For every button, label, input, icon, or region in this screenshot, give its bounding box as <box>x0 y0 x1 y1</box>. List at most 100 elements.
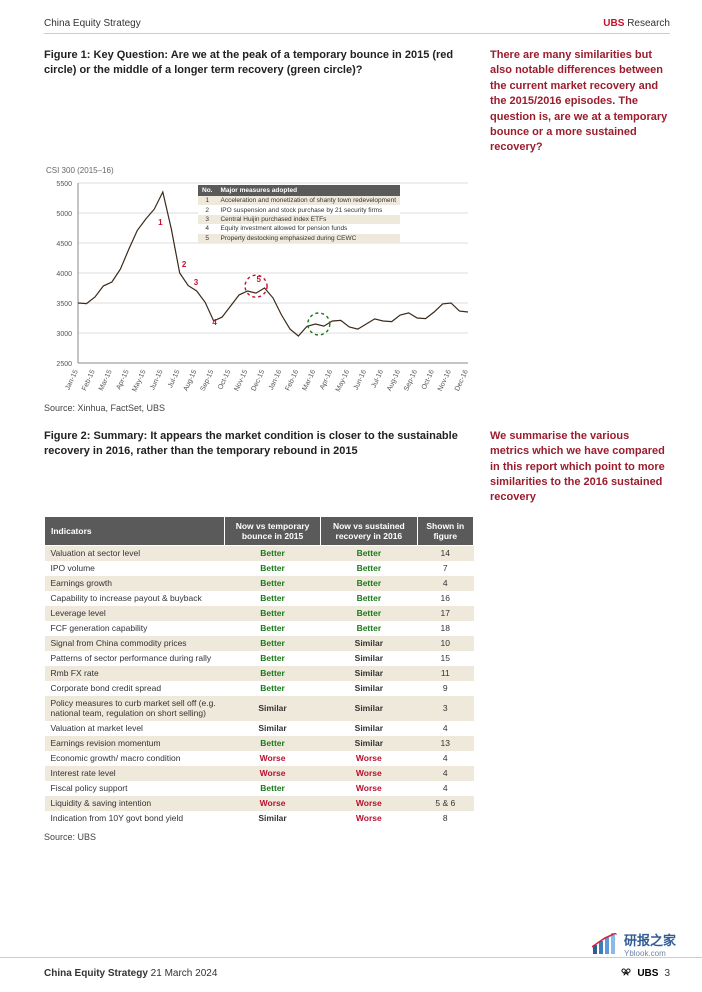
table-row: Indication from 10Y govt bond yieldSimil… <box>45 811 474 826</box>
watermark-icon <box>592 933 618 955</box>
footer-left-bold: China Equity Strategy <box>44 968 148 979</box>
table-header: Now vs temporary bounce in 2015 <box>225 516 321 545</box>
cmp-2016-cell: Better <box>321 621 417 636</box>
table-row: Signal from China commodity pricesBetter… <box>45 636 474 651</box>
ubs-keys-icon <box>619 966 633 980</box>
header-right: UBS Research <box>603 18 670 29</box>
figure-ref-cell: 15 <box>417 651 473 666</box>
figure1-title: Figure 1: Key Question: Are we at the pe… <box>44 48 474 156</box>
svg-text:5000: 5000 <box>56 211 72 218</box>
table-row: Corporate bond credit spreadBetterSimila… <box>45 681 474 696</box>
indicator-cell: Valuation at sector level <box>45 545 225 561</box>
indicator-cell: Capability to increase payout & buyback <box>45 591 225 606</box>
figure1-measures-table: No.Major measures adopted1Acceleration a… <box>198 185 400 243</box>
figure-ref-cell: 3 <box>417 696 473 721</box>
table-row: Leverage levelBetterBetter17 <box>45 606 474 621</box>
figure-ref-cell: 5 & 6 <box>417 796 473 811</box>
svg-text:Jun-15: Jun-15 <box>149 369 164 391</box>
svg-text:1: 1 <box>158 218 163 227</box>
figure-ref-cell: 14 <box>417 545 473 561</box>
table-row: Valuation at market levelSimilarSimilar4 <box>45 721 474 736</box>
cmp-2016-cell: Better <box>321 576 417 591</box>
indicator-cell: Leverage level <box>45 606 225 621</box>
cmp-2015-cell: Better <box>225 621 321 636</box>
header-left: China Equity Strategy <box>44 18 141 29</box>
cmp-2015-cell: Similar <box>225 696 321 721</box>
figure-ref-cell: 9 <box>417 681 473 696</box>
footer-page: 3 <box>664 968 670 979</box>
footer-right: UBS 3 <box>619 966 670 980</box>
table-row: Fiscal policy supportBetterWorse4 <box>45 781 474 796</box>
cmp-2015-cell: Better <box>225 736 321 751</box>
figure-ref-cell: 4 <box>417 781 473 796</box>
cmp-2015-cell: Better <box>225 681 321 696</box>
cmp-2016-cell: Similar <box>321 721 417 736</box>
cmp-2015-cell: Better <box>225 636 321 651</box>
cmp-2016-cell: Similar <box>321 696 417 721</box>
indicator-cell: Interest rate level <box>45 766 225 781</box>
figure1-sidebar-note: There are many similarities but also not… <box>490 48 670 156</box>
cmp-2015-cell: Worse <box>225 766 321 781</box>
figure-ref-cell: 17 <box>417 606 473 621</box>
svg-text:Oct-16: Oct-16 <box>421 369 436 391</box>
cmp-2015-cell: Better <box>225 606 321 621</box>
table-header: Now vs sustained recovery in 2016 <box>321 516 417 545</box>
table-header: Shown in figure <box>417 516 473 545</box>
footer-left: China Equity Strategy 21 March 2024 <box>44 968 217 979</box>
svg-text:2: 2 <box>182 260 187 269</box>
indicator-cell: Fiscal policy support <box>45 781 225 796</box>
figure-ref-cell: 4 <box>417 576 473 591</box>
footer-left-date: 21 March 2024 <box>148 968 218 979</box>
figure-ref-cell: 18 <box>417 621 473 636</box>
indicator-cell: Indication from 10Y govt bond yield <box>45 811 225 826</box>
table-row: Interest rate levelWorseWorse4 <box>45 766 474 781</box>
cmp-2015-cell: Similar <box>225 811 321 826</box>
page-footer: China Equity Strategy 21 March 2024 UBS … <box>0 957 702 992</box>
indicator-cell: Economic growth/ macro condition <box>45 751 225 766</box>
svg-text:Mar-16: Mar-16 <box>301 369 317 392</box>
figure-ref-cell: 16 <box>417 591 473 606</box>
cmp-2016-cell: Worse <box>321 811 417 826</box>
cmp-2016-cell: Similar <box>321 681 417 696</box>
table-row: Policy measures to curb market sell off … <box>45 696 474 721</box>
svg-text:4: 4 <box>212 318 217 327</box>
figure2-source: Source: UBS <box>44 832 670 842</box>
svg-text:Aug-16: Aug-16 <box>386 369 402 393</box>
svg-text:Nov-15: Nov-15 <box>233 369 249 393</box>
svg-text:Jan-15: Jan-15 <box>64 369 79 391</box>
cmp-2016-cell: Worse <box>321 796 417 811</box>
indicator-cell: Policy measures to curb market sell off … <box>45 696 225 721</box>
svg-text:May-16: May-16 <box>335 369 351 393</box>
figure-ref-cell: 13 <box>417 736 473 751</box>
cmp-2015-cell: Better <box>225 666 321 681</box>
cmp-2015-cell: Worse <box>225 796 321 811</box>
figure1-axis-label: CSI 300 (2015–16) <box>46 166 670 175</box>
svg-text:Jul-15: Jul-15 <box>167 369 181 389</box>
svg-text:4000: 4000 <box>56 271 72 278</box>
figure1-svg: 2500300035004000450050005500Jan-15Feb-15… <box>44 177 474 397</box>
svg-text:Mar-15: Mar-15 <box>98 369 114 392</box>
cmp-2016-cell: Worse <box>321 781 417 796</box>
svg-text:3: 3 <box>194 278 199 287</box>
watermark-text: 研报之家 <box>624 930 676 949</box>
cmp-2015-cell: Better <box>225 561 321 576</box>
figure1-source: Source: Xinhua, FactSet, UBS <box>44 403 670 413</box>
table-row: Rmb FX rateBetterSimilar11 <box>45 666 474 681</box>
page-header: China Equity Strategy UBS Research <box>44 18 670 34</box>
svg-text:Oct-15: Oct-15 <box>217 369 232 391</box>
table-row: Valuation at sector levelBetterBetter14 <box>45 545 474 561</box>
cmp-2016-cell: Similar <box>321 666 417 681</box>
cmp-2016-cell: Better <box>321 606 417 621</box>
table-row: Liquidity & saving intentionWorseWorse5 … <box>45 796 474 811</box>
cmp-2016-cell: Similar <box>321 736 417 751</box>
indicator-cell: Rmb FX rate <box>45 666 225 681</box>
svg-text:Nov-16: Nov-16 <box>437 369 453 393</box>
watermark: 研报之家 Yblook.com <box>592 930 676 958</box>
header-right-suffix: Research <box>624 18 670 29</box>
svg-text:Jun-16: Jun-16 <box>353 369 368 391</box>
indicator-cell: Liquidity & saving intention <box>45 796 225 811</box>
svg-text:Feb-15: Feb-15 <box>81 369 97 392</box>
svg-text:Aug-15: Aug-15 <box>183 369 199 393</box>
header-ubs: UBS <box>603 18 624 29</box>
cmp-2015-cell: Similar <box>225 721 321 736</box>
